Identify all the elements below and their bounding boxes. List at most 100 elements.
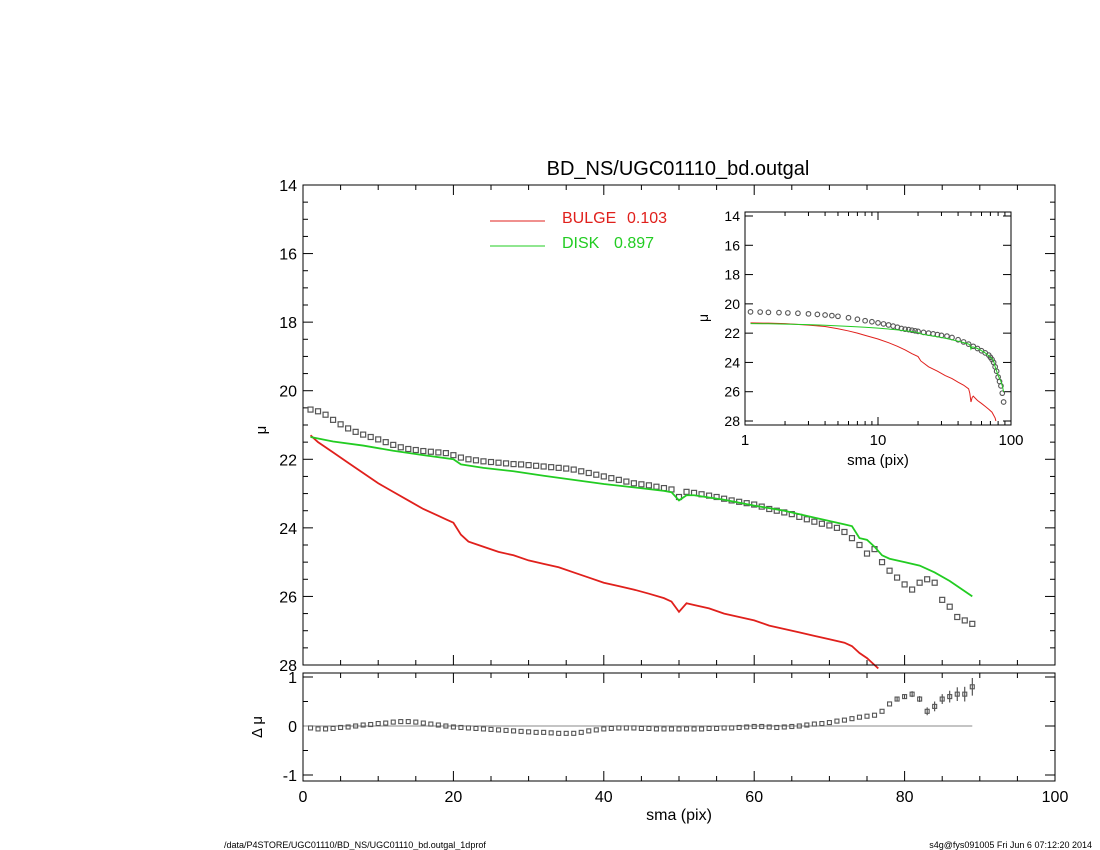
main-data-point (555, 464, 562, 471)
residual-data-point (706, 725, 712, 732)
residual-data-point (856, 714, 863, 720)
residual-data-point (691, 726, 697, 732)
residual-data-point (413, 719, 419, 725)
main-data-point (833, 524, 841, 531)
main-y-tick-label: 24 (279, 521, 297, 538)
residual-data-point (774, 724, 780, 731)
residual-data-point (789, 723, 795, 730)
footer-left-path: /data/P4STORE/UGC01110/BD_NS/UGC01110_bd… (224, 840, 486, 850)
residual-data-point (954, 691, 960, 697)
residual-data-point (526, 729, 532, 735)
main-data-point (593, 471, 600, 478)
residual-data-point (315, 726, 321, 732)
main-data-point (954, 613, 961, 621)
inset-x-tick-label: 10 (870, 432, 887, 449)
residual-y-tick-label: -1 (283, 768, 297, 785)
residual-data-point (729, 725, 735, 731)
legend: BULGE 0.103 DISK 0.897 (490, 210, 667, 252)
main-data-point (939, 596, 946, 603)
main-panel: BD_NS/UGC01110_bd.outgal 14 16 18 20 22 24 26 2… (253, 158, 1056, 675)
main-data-point (390, 441, 397, 448)
main-data-point (352, 428, 359, 435)
main-data-point (375, 436, 382, 443)
residual-data-point (623, 725, 629, 731)
inset-y-tick-label: 14 (724, 208, 740, 224)
inset-data-point (805, 310, 812, 317)
main-data-point (442, 450, 449, 457)
main-data-point (841, 528, 848, 536)
inset-data-point (747, 309, 754, 315)
residual-data-point (781, 724, 787, 730)
main-series-disk-line (310, 436, 973, 598)
residual-data-point (428, 721, 434, 727)
main-data-point (322, 411, 329, 418)
inset-data-point (993, 368, 1000, 375)
residual-data-point (947, 694, 953, 700)
residual-data-point (495, 727, 502, 733)
inset-data-point (862, 317, 868, 324)
residual-data-point (841, 717, 847, 723)
residual-data-point (368, 721, 374, 728)
inset-series-bulge-line (750, 322, 997, 422)
main-data-point (533, 462, 540, 469)
residual-data-point (932, 703, 938, 709)
legend-bulge-value: 0.103 (627, 210, 667, 227)
residual-data-point (631, 725, 637, 731)
inset-ticks: 14 16 18 20 22 24 26 281 10 100 (724, 208, 1023, 449)
inset-x-tick-label: 1 (741, 432, 749, 449)
main-data-point (457, 454, 465, 461)
residual-plot-area (303, 677, 975, 736)
main-data-point (638, 481, 645, 488)
main-data-point (329, 416, 337, 423)
residual-data-point (435, 722, 441, 728)
residual-data-point (969, 684, 975, 690)
inset-data-point (845, 314, 852, 321)
inset-data-point (765, 309, 772, 316)
inset-data-point (757, 309, 764, 315)
main-data-point (540, 463, 547, 470)
residual-data-point (405, 719, 411, 725)
residual-data-point (714, 725, 720, 732)
residual-data-point (834, 718, 840, 724)
inset-plot-area (747, 309, 1007, 422)
inset-y-tick-label: 22 (724, 325, 740, 341)
main-data-point (427, 448, 434, 455)
main-data-point (525, 462, 532, 469)
main-data-point (608, 475, 615, 482)
residual-data-point (563, 730, 569, 736)
main-data-point (405, 445, 412, 453)
main-data-point (893, 574, 901, 581)
residual-data-point (541, 729, 547, 735)
main-data-point (495, 459, 502, 466)
residual-data-point (375, 720, 381, 727)
inset-data-point (909, 327, 915, 334)
legend-bulge-name: BULGE (562, 210, 616, 227)
main-data-point (630, 480, 637, 487)
residual-data-point (811, 721, 817, 727)
residual-data-point (398, 719, 404, 725)
legend-disk-name: DISK (562, 235, 600, 252)
residual-data-point (661, 726, 667, 732)
residual-data-point (360, 722, 366, 728)
inset-y-tick-label: 16 (724, 237, 740, 253)
main-data-point (345, 425, 352, 432)
residual-x-tick-label: 40 (595, 789, 613, 806)
residual-data-point (721, 725, 727, 731)
main-data-point (946, 603, 953, 610)
inset-y-axis-label: μ (695, 314, 711, 322)
residual-data-point (699, 726, 705, 732)
residual-data-point (902, 694, 908, 700)
main-y-tick-label: 20 (279, 384, 297, 401)
residual-data-point (616, 725, 622, 731)
main-data-point (826, 522, 833, 529)
residual-data-point (864, 713, 870, 719)
inset-data-point (880, 321, 887, 327)
residual-data-point (736, 724, 742, 731)
main-y-tick-label: 14 (279, 178, 297, 195)
inset-data-point (912, 327, 918, 334)
residual-x-axis-label: sma (pix) (646, 807, 712, 824)
residual-data-point (465, 725, 471, 731)
inset-axes-frame (744, 211, 1012, 426)
